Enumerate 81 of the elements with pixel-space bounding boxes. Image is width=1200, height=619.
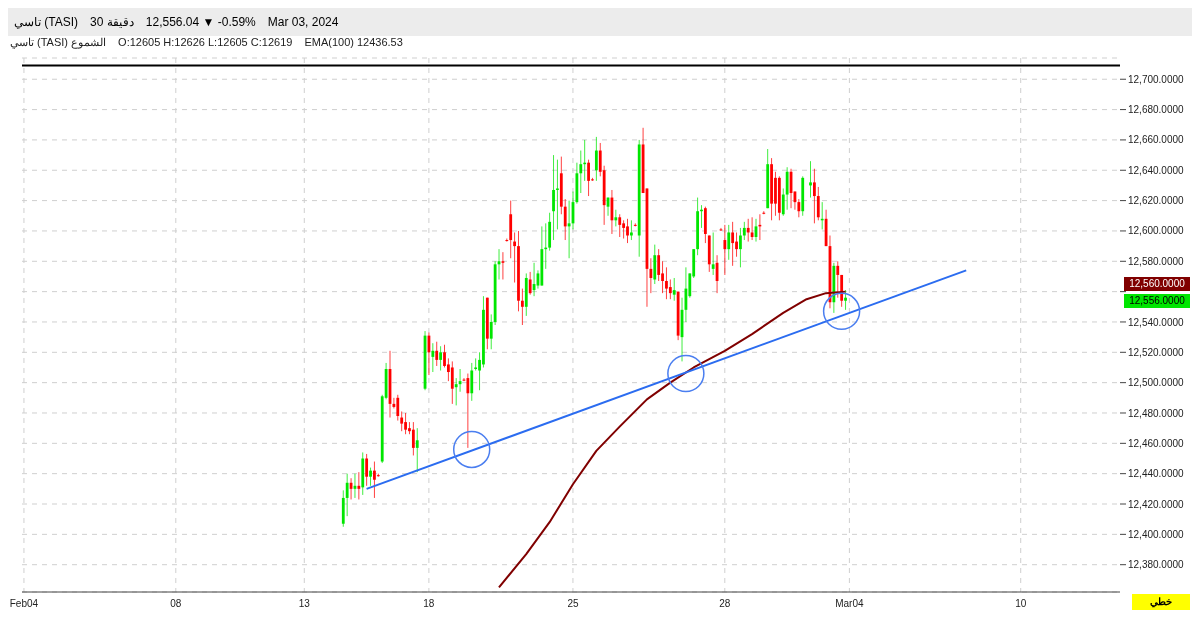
- candlestick: [450, 360, 454, 405]
- candlestick: [665, 266, 668, 300]
- candlestick: [622, 219, 626, 240]
- candlestick: [513, 231, 516, 284]
- y-tick-label: 12,680.0000: [1128, 104, 1185, 116]
- candlestick: [723, 224, 727, 276]
- candlestick: [742, 221, 746, 241]
- candlestick: [727, 224, 731, 261]
- candlestick: [563, 198, 567, 241]
- candlestick: [369, 467, 372, 487]
- candlestick: [750, 216, 754, 241]
- candlestick: [813, 168, 816, 224]
- candlestick: [657, 248, 661, 282]
- candlestick: [431, 342, 435, 373]
- point: [667, 354, 705, 393]
- candlestick: [797, 198, 801, 218]
- text: 12,556.0000: [1124, 293, 1190, 308]
- point: [452, 430, 491, 469]
- candlestick: [594, 136, 598, 182]
- x-tick-label: 18: [423, 598, 435, 610]
- candlestick: [816, 186, 820, 221]
- candlestick: [373, 461, 376, 499]
- y-tick-label: 12,500.0000: [1128, 377, 1185, 389]
- candlestick: [404, 412, 407, 435]
- y-tick-label: 12,380.0000: [1128, 559, 1185, 571]
- candlestick: [668, 278, 672, 300]
- candlestick: [466, 373, 470, 449]
- x-tick-label: 10: [1015, 598, 1027, 610]
- y-tick-label: 12,700.0000: [1128, 73, 1185, 85]
- candlestick: [746, 218, 750, 243]
- text: 12,560.0000: [1124, 276, 1190, 291]
- x-tick-label: 28: [719, 598, 731, 610]
- candlestick: [501, 251, 505, 280]
- y-tick-label: 12,660.0000: [1128, 134, 1185, 146]
- x-tick-label: 25: [567, 598, 579, 610]
- point: [822, 292, 861, 331]
- candlestick: [630, 219, 633, 241]
- y-tick-label: 12,640.0000: [1128, 164, 1185, 176]
- candlestick: [470, 362, 474, 402]
- candlestick: [672, 277, 676, 302]
- x-tick-label: 13: [298, 598, 311, 610]
- candlestick: [785, 166, 789, 211]
- x-tick-label: 08: [170, 598, 182, 610]
- candlestick: [520, 288, 524, 326]
- text: خطي: [1132, 594, 1190, 610]
- candlestick: [365, 453, 369, 487]
- candlestick: [552, 154, 555, 241]
- y-tick-label: 12,440.0000: [1128, 468, 1185, 480]
- y-tick-label: 12,600.0000: [1128, 225, 1185, 237]
- candlestick: [836, 260, 840, 299]
- x-tick-label: Feb04: [9, 598, 39, 610]
- candlestick: [400, 410, 404, 432]
- candlestick: [439, 345, 443, 372]
- candlestick: [739, 227, 742, 268]
- candlestick: [626, 218, 629, 244]
- y-tick-label: 12,580.0000: [1128, 255, 1185, 267]
- candlestick: [618, 213, 622, 238]
- y-tick-label: 12,420.0000: [1128, 498, 1185, 510]
- candlestick: [435, 341, 439, 367]
- candlestick: [809, 160, 812, 199]
- y-tick-label: 12,480.0000: [1128, 407, 1185, 419]
- x-tick-label: Mar04: [835, 598, 864, 610]
- candlestick: [357, 471, 361, 500]
- candlestick: [415, 427, 419, 473]
- y-tick-label: 12,620.0000: [1128, 195, 1185, 207]
- candlestick: [411, 421, 415, 456]
- candlestick: [556, 159, 559, 230]
- candlestick: [731, 221, 735, 267]
- y-tick-label: 12,540.0000: [1128, 316, 1185, 328]
- candlestick: [474, 357, 478, 372]
- candlestick: [345, 473, 349, 517]
- candlestick: [735, 231, 738, 258]
- candlestick: [443, 344, 446, 368]
- y-tick-label: 12,400.0000: [1128, 528, 1185, 540]
- candlestick: [844, 289, 847, 311]
- candlestick: [587, 159, 590, 197]
- candlestick: [711, 231, 715, 276]
- candlestick: [396, 394, 400, 422]
- candlestick: [528, 271, 532, 296]
- y-tick-label: 12,520.0000: [1128, 346, 1185, 358]
- y-tick-label: 12,460.0000: [1128, 437, 1185, 449]
